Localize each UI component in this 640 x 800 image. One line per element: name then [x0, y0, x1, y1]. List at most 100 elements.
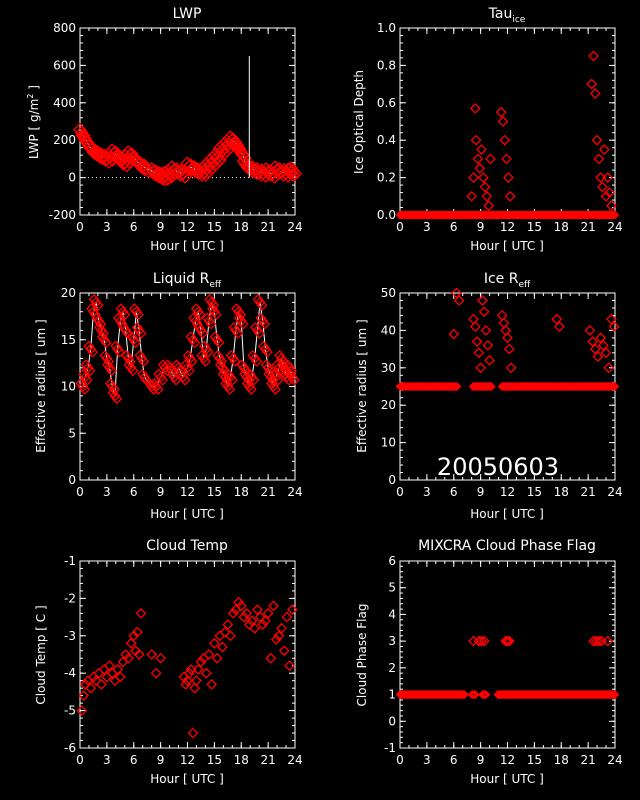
x-tick-label: 12	[180, 220, 195, 234]
x-tick-label: 15	[207, 485, 222, 499]
data-point	[262, 346, 273, 358]
data-point	[122, 353, 134, 364]
data-point	[243, 381, 255, 392]
baseline-point	[610, 690, 620, 699]
data-point	[235, 309, 246, 321]
x-axis-label: Hour [ UTC ]	[150, 772, 224, 786]
data-point	[85, 343, 97, 355]
data-point	[233, 306, 244, 318]
data-point	[266, 378, 277, 389]
y-tick-label: 0.8	[377, 58, 396, 72]
data-point	[251, 604, 263, 616]
data-point	[103, 356, 115, 367]
data-point	[127, 365, 139, 377]
data-point	[93, 315, 105, 327]
data-point	[108, 145, 123, 160]
data-point	[286, 371, 298, 383]
x-tick-label: 6	[130, 753, 138, 767]
data-point	[482, 339, 494, 351]
data-point	[244, 368, 256, 380]
data-point	[253, 327, 265, 339]
data-point	[247, 350, 259, 361]
data-point	[85, 682, 97, 694]
data-point	[587, 336, 599, 348]
data-point	[504, 190, 516, 202]
data-point	[196, 350, 208, 361]
data-point	[236, 359, 248, 371]
data-point	[120, 649, 132, 660]
baseline-point	[456, 690, 466, 699]
panel-ice-reff: Ice Reff Effective radius [ um ] Hour [ …	[355, 271, 623, 521]
data-point	[79, 371, 91, 383]
data-point	[256, 299, 268, 311]
data-point	[102, 359, 113, 371]
data-point	[150, 667, 162, 679]
data-point	[171, 359, 182, 371]
baseline-point	[449, 382, 459, 391]
data-point	[276, 353, 287, 364]
data-point	[157, 359, 169, 371]
data-point	[474, 162, 486, 174]
data-point	[262, 362, 274, 374]
data-point	[180, 359, 191, 371]
data-point	[101, 353, 113, 364]
data-point	[87, 346, 99, 358]
data-point	[602, 635, 614, 647]
data-point	[237, 318, 249, 330]
data-point	[205, 150, 220, 165]
data-point	[223, 140, 238, 154]
data-point	[224, 384, 236, 395]
data-point	[171, 165, 186, 179]
data-point	[246, 371, 258, 383]
data-point	[195, 324, 207, 336]
data-point	[268, 600, 279, 612]
data-point	[595, 332, 607, 344]
data-point	[122, 652, 134, 664]
data-point	[190, 303, 202, 315]
data-point	[605, 313, 617, 325]
x-tick-label: 21	[260, 753, 275, 767]
data-point	[270, 371, 282, 383]
data-point	[502, 332, 513, 344]
data-point	[216, 147, 231, 162]
x-tick-label: 3	[423, 753, 431, 767]
data-point	[472, 153, 484, 165]
data-point	[114, 671, 126, 683]
y-tick-label: 4	[388, 607, 396, 621]
data-point	[201, 312, 213, 324]
data-point	[213, 337, 225, 349]
data-point	[232, 327, 244, 339]
y-tick-label: 10	[381, 436, 396, 450]
data-point	[270, 384, 281, 395]
baseline-point	[478, 690, 488, 699]
data-point	[222, 619, 234, 630]
data-point	[208, 306, 220, 318]
baseline-point	[607, 382, 617, 391]
data-point	[503, 635, 515, 647]
x-tick-label: 18	[554, 485, 569, 499]
data-point	[255, 312, 267, 324]
data-point	[589, 88, 601, 99]
x-tick-label: 6	[450, 485, 458, 499]
data-point	[198, 158, 213, 173]
data-point	[131, 626, 143, 638]
data-point	[235, 315, 247, 327]
data-point	[189, 682, 201, 694]
data-point	[130, 337, 142, 349]
panel-title: Liquid Reff	[153, 271, 222, 290]
data-point	[499, 134, 511, 146]
data-point	[202, 164, 217, 179]
data-point	[183, 667, 195, 679]
data-point	[480, 324, 492, 336]
data-point	[200, 343, 212, 355]
data-point	[180, 679, 192, 690]
x-axis-label: Hour [ UTC ]	[150, 239, 224, 253]
data-point	[91, 312, 103, 324]
data-point	[133, 649, 145, 660]
data-point	[112, 664, 124, 675]
y-tick-label: 15	[61, 333, 76, 347]
data-point	[600, 347, 612, 359]
x-tick-label: 12	[180, 753, 195, 767]
data-point	[268, 381, 279, 392]
data-point	[479, 181, 491, 193]
